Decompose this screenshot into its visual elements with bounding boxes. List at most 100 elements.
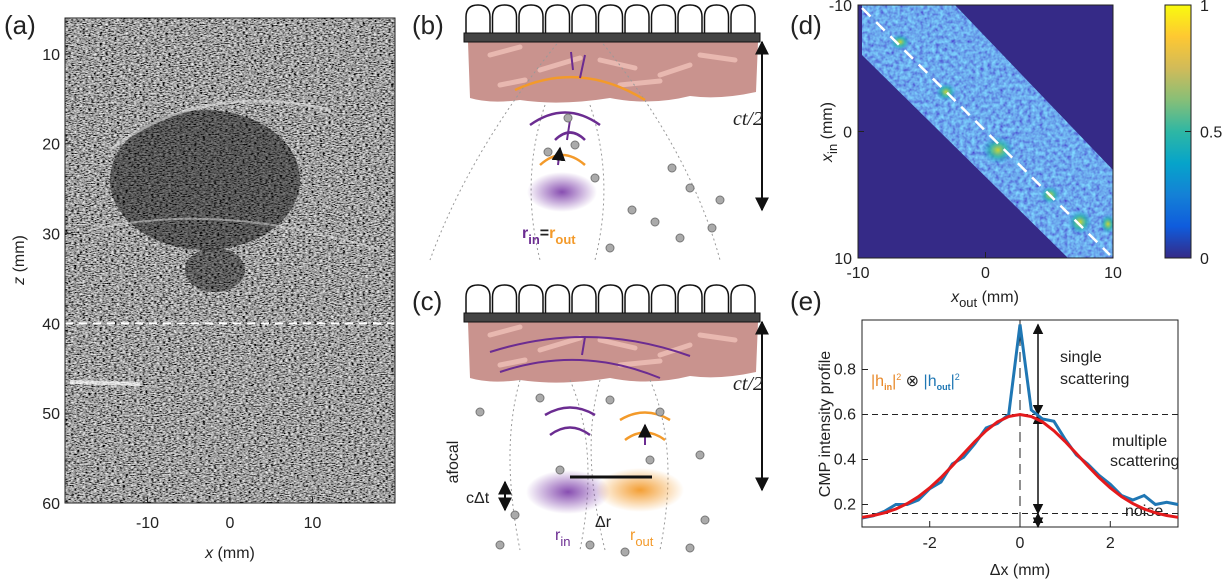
wavefront	[555, 133, 585, 141]
equality-label: rin=rout	[522, 225, 576, 247]
y-axis-label: CMP intensity profile	[817, 351, 834, 498]
figure: (a) (b) (c) (d) (e) x (mm) z (mm) ct/2 r…	[0, 0, 1224, 583]
formula-part: out	[937, 382, 951, 392]
scatterer	[476, 408, 484, 416]
transducer-element	[519, 285, 543, 313]
hot-spot	[1068, 210, 1092, 234]
x-tick-label: 0	[226, 515, 235, 532]
scatterer	[701, 516, 709, 524]
y-label-unit: (mm)	[11, 235, 28, 277]
r-in-label: rin	[555, 527, 570, 549]
scatterer	[496, 541, 504, 549]
transducer-element	[678, 285, 702, 313]
scatterer	[656, 408, 664, 416]
r-out-sub: out	[555, 232, 576, 247]
scatterer	[606, 244, 614, 252]
formula: |hin|2 ⊗ |hout|2	[871, 372, 960, 392]
x-tick-label: -2	[923, 535, 937, 552]
scatterer	[591, 174, 599, 182]
panel-label: (c)	[412, 286, 442, 316]
heatmap	[858, 5, 1116, 258]
x-tick-label: 2	[1106, 535, 1115, 552]
afocal-label: afocal	[445, 441, 462, 484]
focal-spot	[596, 468, 684, 512]
scatterer	[628, 206, 636, 214]
y-tick-label: 50	[42, 406, 60, 423]
transducer-element	[546, 285, 570, 313]
scatterer	[686, 544, 694, 552]
scatterer	[686, 184, 694, 192]
scatterer	[696, 451, 704, 459]
annotation: single	[1060, 349, 1102, 366]
x-axis-label: xout (mm)	[950, 289, 1019, 310]
y-tick-label: 10	[834, 251, 852, 268]
transducer-element	[493, 5, 517, 33]
ultrasound-image	[65, 18, 395, 503]
scatterer	[511, 511, 519, 519]
colorbar-tick-label: 0	[1200, 251, 1209, 268]
formula-part: in	[884, 382, 892, 392]
scatterer	[564, 114, 572, 122]
x-axis-label: x (mm)	[204, 545, 255, 562]
depth-label: ct/2	[733, 108, 763, 130]
depth-label: ct/2	[733, 373, 763, 395]
x-label-unit: (mm)	[977, 289, 1019, 306]
y-tick-label: 60	[42, 496, 60, 513]
y-tick-label: 40	[42, 316, 60, 333]
transducer-element	[705, 5, 729, 33]
spread-r-label: Δr	[595, 514, 612, 531]
scatterer	[606, 396, 614, 404]
scatterer	[586, 541, 594, 549]
transducer-element	[705, 285, 729, 313]
transducer-element	[572, 285, 596, 313]
scatterer	[544, 148, 552, 156]
transducer-element	[466, 285, 490, 313]
transducer-element	[625, 285, 649, 313]
y-tick-label: 0	[843, 125, 852, 142]
scatterer	[646, 456, 654, 464]
y-tick-label: 0.4	[834, 452, 856, 469]
transducer-element	[678, 5, 702, 33]
ray-path	[510, 380, 668, 550]
r-out-sub: out	[635, 534, 653, 549]
scatterer	[708, 224, 716, 232]
formula-part: |h	[924, 373, 937, 390]
panel-label: (d)	[790, 10, 822, 40]
x-tick-label: 0	[981, 265, 990, 282]
scatterer	[536, 394, 544, 402]
y-tick-label: 0.2	[834, 497, 856, 514]
y-tick-label: 10	[42, 47, 60, 64]
transducer-element	[731, 285, 755, 313]
hot-spot	[1100, 214, 1116, 234]
transducer-element	[731, 5, 755, 33]
transducer-element	[652, 5, 676, 33]
transducer-base	[464, 313, 760, 322]
scatterer	[651, 218, 659, 226]
y-tick-label: 20	[42, 137, 60, 154]
transducer-element	[652, 285, 676, 313]
diagram-afocal: ct/2 afocal cΔt Δr rin rout	[445, 322, 763, 550]
x-tick-label: -10	[136, 515, 159, 532]
y-tick-label: 0.8	[834, 362, 856, 379]
hot-spot	[890, 34, 910, 50]
y-axis-label: xin (mm)	[819, 102, 840, 163]
y-label-unit: (mm)	[819, 102, 836, 144]
colorbar-tick-label: 0.5	[1200, 125, 1222, 142]
transducer-base	[464, 33, 760, 42]
r-in-sub: in	[528, 232, 540, 247]
wavefront	[540, 155, 585, 165]
colorbar-tick-label: 1	[1200, 0, 1209, 15]
annotation: multiple	[1112, 433, 1167, 450]
bright-arc	[70, 382, 140, 384]
x-label-unit: (mm)	[213, 545, 255, 562]
spread-t-label: cΔt	[466, 490, 490, 507]
y-tick-label: 0.6	[834, 407, 856, 424]
y-tick-label: 30	[42, 227, 60, 244]
x-tick-label: 10	[304, 515, 322, 532]
scatterer	[676, 234, 684, 242]
r-out-label: rout	[630, 527, 654, 549]
x-axis-label: Δx (mm)	[990, 562, 1050, 579]
focal-spot	[527, 172, 597, 212]
formula-part: ⊗	[901, 373, 923, 390]
transducer-element	[599, 5, 623, 33]
